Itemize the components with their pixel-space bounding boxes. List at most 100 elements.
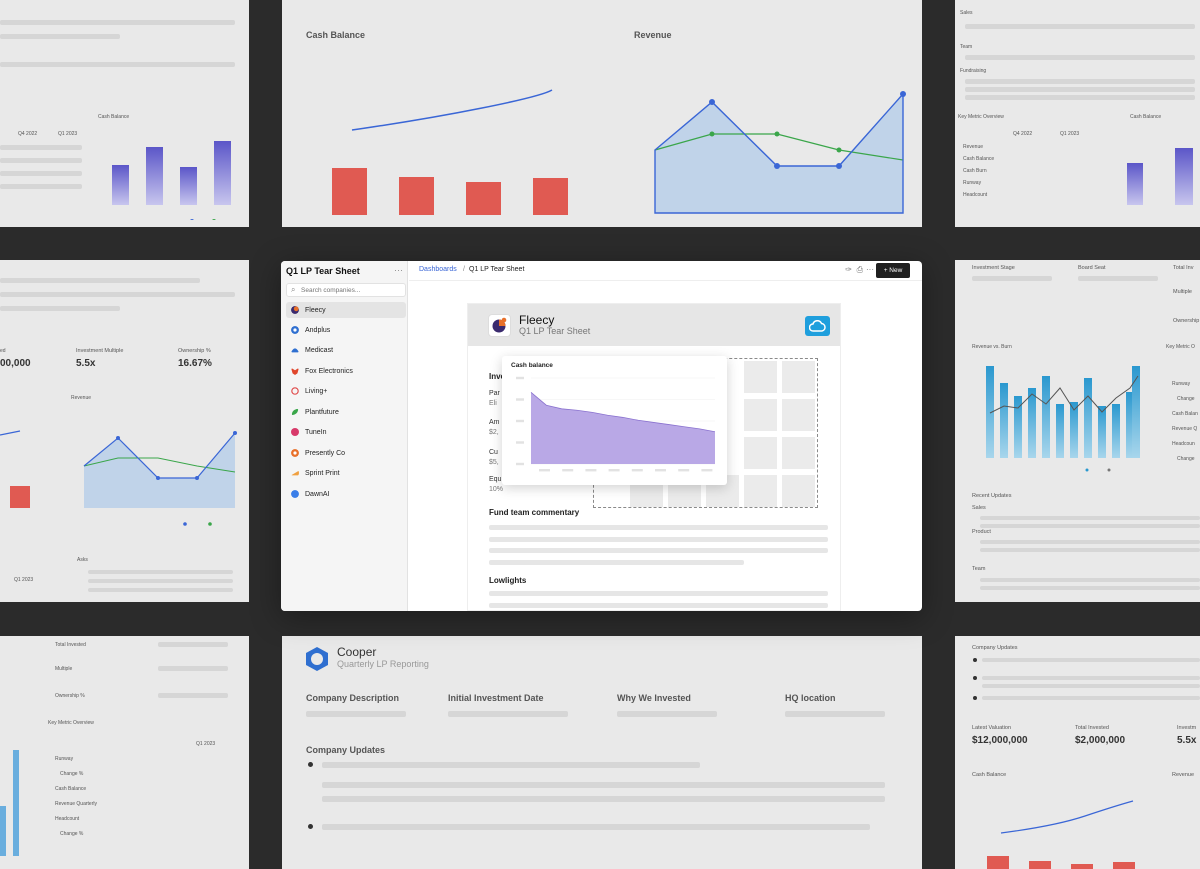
y-tick-placeholder	[516, 462, 524, 466]
bg-row: Cash Balance	[55, 786, 87, 792]
bg-col1: Company Description	[306, 693, 400, 703]
company-search[interactable]: ⌕	[286, 283, 406, 297]
company-sidebar: Q1 LP Tear Sheet ··· ⌕ Fleecy Andplus Me…	[281, 261, 408, 611]
sidebar-item-medicast[interactable]: Medicast	[286, 342, 406, 358]
bg-product: Product	[972, 529, 991, 535]
bg-asks: Asks	[77, 557, 88, 563]
sidebar-item-plantfuture[interactable]: Plantfuture	[286, 404, 406, 420]
more-options-icon[interactable]: ···	[866, 265, 874, 274]
cash-balance-widget[interactable]: Cash balance	[502, 356, 727, 485]
bg-chart-title: Cash Balance	[98, 114, 130, 120]
fox-logo-icon	[291, 367, 299, 375]
bg-bar-chart	[112, 141, 231, 220]
sidebar-item-dawnai[interactable]: DawnAI	[286, 486, 406, 502]
bg-ownership: Ownership %	[55, 693, 85, 699]
bg-overview: Key Metric Overview	[48, 720, 94, 726]
bg-revenue-chart	[654, 91, 906, 214]
bg-multiple: Multiple	[55, 666, 73, 672]
bg-key-metric: Key Metric O	[1166, 344, 1195, 350]
dawnai-logo-icon	[291, 490, 299, 498]
sidebar-item-living-plus[interactable]: Living+	[286, 383, 406, 399]
breadcrumb-current: Q1 LP Tear Sheet	[469, 266, 525, 273]
fleecy-logo-icon	[492, 317, 507, 333]
bg-row: Cash Burn	[963, 168, 987, 174]
bg-total: Total Inv	[1173, 265, 1194, 271]
tear-sheet-document: Fleecy Q1 LP Tear Sheet Inve Par Eli Am …	[467, 303, 841, 611]
bg-total: Total Invested	[55, 642, 86, 648]
tunein-logo-icon	[291, 428, 299, 436]
bg-row: Headcount	[55, 816, 80, 822]
company-name: Andplus	[305, 326, 331, 334]
pin-icon[interactable]: ✑	[845, 265, 852, 274]
bg-runway: Runway	[1172, 381, 1191, 387]
bg-value2: 16.67%	[178, 358, 212, 369]
field-value: $5,	[489, 459, 499, 466]
bg-row: Change %	[60, 831, 84, 837]
x-tick-placeholder	[608, 469, 620, 472]
search-icon: ⌕	[291, 285, 296, 294]
bg-label1: Investment Multiple	[76, 348, 124, 354]
company-name: Living+	[305, 387, 328, 395]
bg-ti-label: Total Invested	[1075, 725, 1109, 731]
x-tick-placeholder	[585, 469, 597, 472]
print-icon[interactable]: ⎙	[856, 265, 863, 274]
bg-lv-value: $12,000,000	[972, 735, 1028, 746]
bg-tile-top-right: Sales Team Fundraising Key Metric Overvi…	[955, 0, 1200, 227]
document-header: Fleecy Q1 LP Tear Sheet	[468, 304, 840, 346]
bg-cooper-sub: Quarterly LP Reporting	[337, 659, 429, 669]
bg-col3: Why We Invested	[617, 693, 691, 703]
bg-tile-bottom-center: Cooper Quarterly LP Reporting Company De…	[282, 636, 922, 869]
plant-logo-icon	[291, 408, 299, 416]
new-button[interactable]: + New	[876, 263, 910, 278]
bg-cash-chart	[332, 89, 568, 215]
bg-overview: Key Metric Overview	[958, 114, 1004, 120]
fund-commentary-heading: Fund team commentary	[489, 508, 580, 517]
bg-tile-mid-right: Investment Stage Board Seat Total Inv Mu…	[955, 260, 1200, 602]
top-bar: Dashboards / Q1 LP Tear Sheet ✑ ⎙ ··· + …	[409, 261, 922, 281]
bg-revenue: Revenue	[71, 395, 92, 401]
bg-tile-mid-left: ed 00,000 Investment Multiple 5.5x Owner…	[0, 260, 249, 602]
x-tick-placeholder	[701, 469, 713, 472]
sidebar-title: Q1 LP Tear Sheet	[286, 266, 360, 276]
sidebar-item-sprint-print[interactable]: Sprint Print	[286, 465, 406, 481]
bg-cash-chart	[987, 800, 1135, 869]
bg-multiple: Multiple	[1173, 289, 1192, 295]
sidebar-item-fleecy[interactable]: Fleecy	[286, 302, 406, 318]
sidebar-item-andplus[interactable]: Andplus	[286, 322, 406, 338]
bg-cash-bal: Cash Balan	[1172, 411, 1198, 417]
bg-tile-bottom-right: Company Updates Latest Valuation $12,000…	[955, 636, 1200, 869]
lowlights-heading: Lowlights	[489, 576, 527, 585]
area-series	[531, 392, 715, 464]
field-value: 10%	[489, 486, 504, 493]
bg-tile-top-center: Cash Balance Revenue	[282, 0, 922, 227]
bg-rev-burn: Revenue vs. Burn	[972, 344, 1012, 350]
sidebar-item-presently-co[interactable]: Presently Co	[286, 445, 406, 461]
field-label: Cu	[489, 449, 498, 456]
bg-updates: Company Updates	[972, 645, 1018, 651]
bg-lv-label: Latest Valuation	[972, 725, 1012, 731]
company-search-input[interactable]	[301, 285, 401, 296]
bg-partial-value: 00,000	[0, 358, 31, 369]
y-tick-placeholder	[516, 419, 524, 423]
more-options-icon[interactable]: ···	[394, 265, 403, 275]
breadcrumb-dashboards[interactable]: Dashboards	[419, 266, 457, 273]
bg-team: Team	[960, 44, 973, 50]
sidebar-item-fox-electronics[interactable]: Fox Electronics	[286, 363, 406, 379]
company-name: Fleecy	[305, 306, 326, 314]
company-name: Sprint Print	[305, 469, 340, 477]
presently-logo-icon	[291, 449, 299, 457]
x-tick-placeholder	[655, 469, 666, 472]
company-name: Plantfuture	[305, 408, 339, 416]
sidebar-item-tunein[interactable]: TuneIn	[286, 424, 406, 440]
section-heading-partial: Inve	[489, 372, 506, 381]
fleecy-logo-icon	[291, 306, 299, 314]
field-label: Equ	[489, 476, 502, 483]
bg-cash-title: Cash Balance	[306, 30, 366, 40]
bg-rev-q: Revenue Q	[1172, 426, 1198, 432]
bg-recent: Recent Updates	[972, 493, 1012, 499]
cloud-logo-icon	[805, 316, 830, 336]
bg-col2: Initial Investment Date	[448, 693, 544, 703]
bg-col2: Q1 2023	[58, 131, 78, 137]
bg-ownership: Ownership	[1173, 318, 1200, 324]
field-value: Eli	[489, 400, 497, 407]
